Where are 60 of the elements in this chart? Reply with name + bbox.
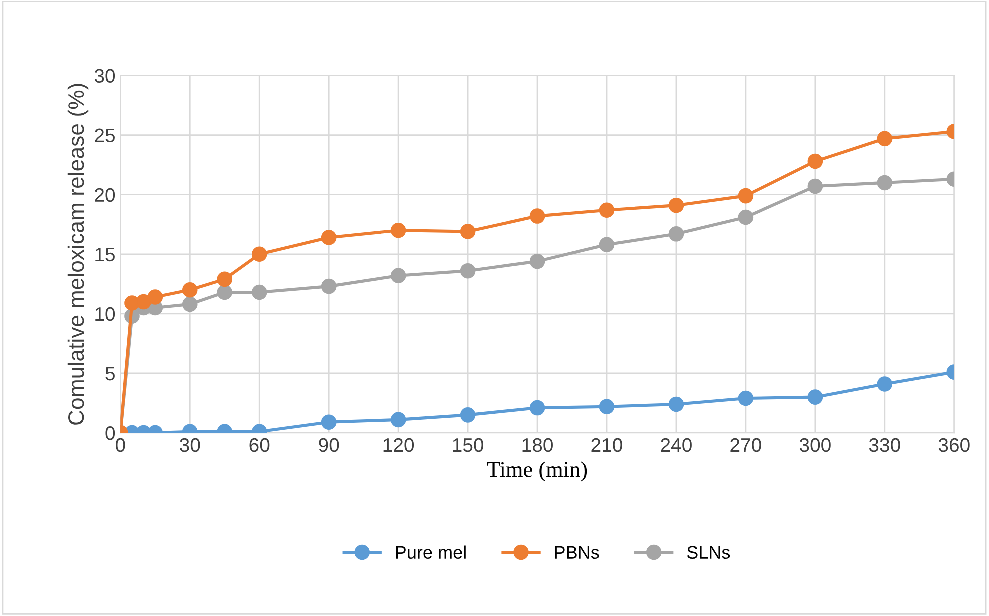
x-tick-label: 210 xyxy=(592,438,622,452)
point xyxy=(877,175,893,191)
x-tick-label: 240 xyxy=(661,438,692,452)
point xyxy=(738,188,754,204)
point xyxy=(252,284,268,300)
point xyxy=(668,396,684,412)
x-tick-label: 180 xyxy=(522,438,553,452)
point xyxy=(390,412,406,428)
legend-label: PBNs xyxy=(555,546,600,560)
point xyxy=(460,263,476,279)
y-tick-label: 10 xyxy=(96,307,116,322)
x-tick-label: 150 xyxy=(453,438,484,452)
point xyxy=(877,376,893,392)
point xyxy=(321,230,337,246)
point xyxy=(530,400,546,416)
point xyxy=(808,390,824,405)
point xyxy=(390,268,406,284)
y-tick-label: 15 xyxy=(96,248,115,262)
point xyxy=(738,390,754,406)
point xyxy=(599,237,615,253)
point xyxy=(460,408,476,423)
y-tick-label: 0 xyxy=(106,426,116,440)
y-tick-label: 25 xyxy=(95,128,115,143)
y-tick-label: 5 xyxy=(106,367,115,381)
point xyxy=(136,294,152,310)
point xyxy=(217,284,233,300)
x-tick-label: 360 xyxy=(938,438,970,452)
point xyxy=(148,290,164,305)
x-tick-label: 30 xyxy=(180,438,200,452)
point xyxy=(738,210,754,226)
legend-label: SLNs xyxy=(687,546,730,560)
point xyxy=(252,246,268,262)
x-tick-label: 120 xyxy=(384,438,414,452)
y-tick-label: 20 xyxy=(95,188,116,202)
x-tick-label: 60 xyxy=(250,438,270,452)
point xyxy=(530,254,546,270)
y-tick-label: 30 xyxy=(94,69,116,84)
point xyxy=(808,154,824,170)
point xyxy=(530,208,546,224)
point xyxy=(668,226,684,242)
point xyxy=(182,296,198,312)
point xyxy=(668,198,684,214)
point xyxy=(599,399,615,414)
point xyxy=(182,282,198,298)
x-axis-title: Time (min) xyxy=(487,462,588,482)
x-tick-label: 270 xyxy=(730,438,762,452)
point xyxy=(217,272,233,288)
x-tick-label: 0 xyxy=(116,438,126,452)
point xyxy=(460,224,476,240)
point xyxy=(390,222,406,238)
y-axis-title: Comulative meloxicam release (%) xyxy=(68,84,89,425)
point xyxy=(321,414,337,430)
x-tick-label: 300 xyxy=(800,438,831,452)
legend-label: Pure mel xyxy=(396,546,466,560)
x-tick-label: 330 xyxy=(869,438,900,452)
x-tick-label: 90 xyxy=(319,438,340,452)
point xyxy=(321,278,337,294)
point xyxy=(599,202,615,218)
point xyxy=(808,178,824,194)
point xyxy=(877,131,893,147)
